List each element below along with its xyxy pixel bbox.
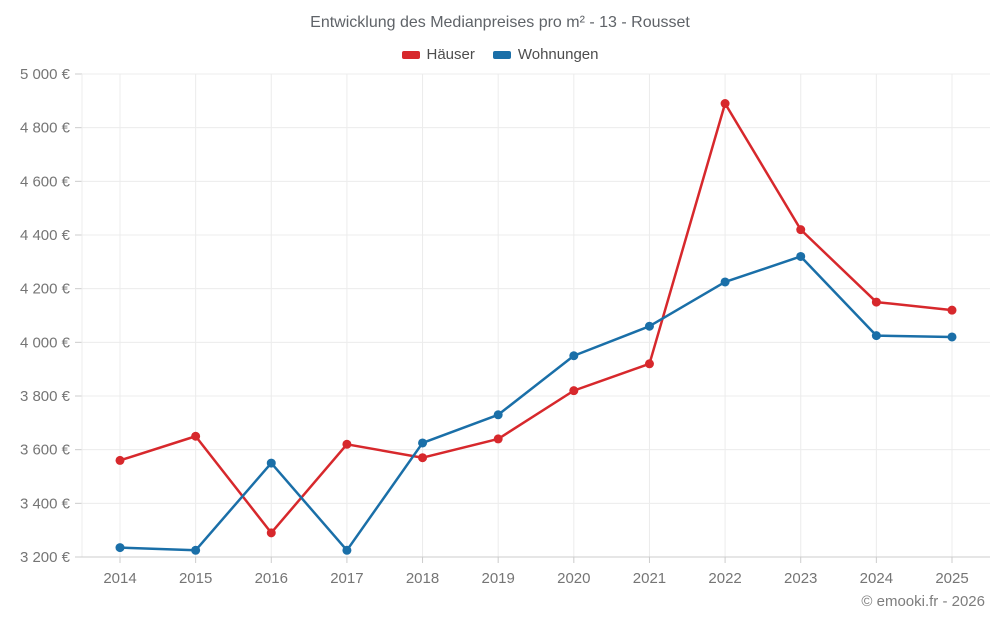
x-tick-label: 2021: [633, 570, 666, 587]
x-tick-label: 2020: [557, 570, 590, 587]
x-tick-label: 2016: [255, 570, 288, 587]
data-point-wohnungen[interactable]: [342, 545, 352, 555]
x-tick-label: 2022: [708, 570, 741, 587]
data-point-wohnungen[interactable]: [418, 438, 428, 448]
x-tick-label: 2014: [103, 570, 136, 587]
series-line-wohnungen: [118, 255, 954, 552]
x-tick-label: 2023: [784, 570, 817, 587]
data-point-häuser[interactable]: [720, 99, 730, 109]
y-tick-label: 4 800 €: [20, 120, 71, 137]
x-tick-label: 2018: [406, 570, 439, 587]
data-point-wohnungen[interactable]: [266, 458, 276, 468]
y-tick-label: 4 000 €: [20, 334, 71, 351]
series-line-häuser: [118, 102, 954, 535]
legend-label-wohnungen: Wohnungen: [517, 46, 599, 63]
y-tick-label: 4 400 €: [20, 227, 71, 244]
data-point-häuser[interactable]: [342, 439, 352, 449]
data-point-wohnungen[interactable]: [871, 331, 881, 341]
x-tick-label: 2025: [935, 570, 968, 587]
y-tick-label: 4 600 €: [20, 173, 71, 190]
y-tick-label: 3 600 €: [20, 442, 71, 459]
legend-item-haeuser[interactable]: Häuser: [401, 46, 475, 63]
legend-swatch-wohnungen-icon: [492, 50, 511, 59]
data-point-wohnungen[interactable]: [569, 351, 579, 361]
data-point-häuser[interactable]: [493, 434, 503, 444]
x-tick-label: 2017: [330, 570, 363, 587]
x-tick-label: 2024: [860, 570, 893, 587]
legend-label-haeuser: Häuser: [426, 46, 475, 63]
legend-swatch-haeuser-icon: [401, 50, 420, 59]
x-tick-label: 2019: [481, 570, 514, 587]
data-point-häuser[interactable]: [644, 359, 654, 369]
y-tick-label: 3 200 €: [20, 549, 71, 566]
data-point-wohnungen[interactable]: [644, 321, 654, 331]
y-tick-label: 5 000 €: [20, 66, 71, 83]
data-point-häuser[interactable]: [796, 225, 806, 235]
data-point-wohnungen[interactable]: [115, 543, 125, 553]
y-tick-label: 3 800 €: [20, 388, 71, 405]
data-point-wohnungen[interactable]: [191, 545, 201, 555]
x-tick-label: 2015: [179, 570, 212, 587]
data-point-häuser[interactable]: [191, 431, 201, 441]
legend-item-wohnungen[interactable]: Wohnungen: [492, 46, 599, 63]
y-tick-label: 3 400 €: [20, 495, 71, 512]
data-point-häuser[interactable]: [569, 386, 579, 396]
data-point-wohnungen[interactable]: [493, 410, 503, 420]
data-point-häuser[interactable]: [418, 453, 428, 463]
data-point-häuser[interactable]: [266, 528, 276, 538]
y-tick-label: 4 200 €: [20, 281, 71, 298]
legend: Häuser Wohnungen: [0, 46, 1000, 63]
data-point-häuser[interactable]: [115, 455, 125, 465]
chart-title: Entwicklung des Medianpreises pro m² - 1…: [310, 14, 690, 31]
data-point-wohnungen[interactable]: [947, 332, 957, 342]
data-point-wohnungen[interactable]: [796, 251, 806, 261]
copyright: © emooki.fr - 2026: [861, 593, 985, 610]
data-point-wohnungen[interactable]: [720, 277, 730, 287]
data-point-häuser[interactable]: [947, 305, 957, 315]
data-point-häuser[interactable]: [871, 297, 881, 307]
